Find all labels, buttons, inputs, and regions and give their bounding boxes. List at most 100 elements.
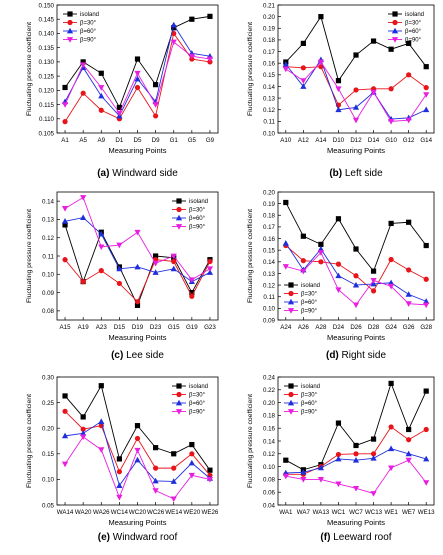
legend-label: β=60° [301, 300, 318, 306]
data-point [134, 299, 141, 305]
data-point [188, 472, 195, 479]
chart-panel-6: 0.04 0.06 0.08 0.10 0.12 0.14 0.16 0.18 0.20 0.22… [247, 374, 435, 543]
legend-label: β=30° [189, 208, 206, 214]
data-point [116, 110, 123, 117]
data-point [352, 457, 360, 463]
data-point [406, 437, 412, 443]
caption-text: Windward side [109, 168, 178, 179]
y-tick-label: 0.145 [39, 17, 55, 24]
x-tick-label: WA1 [279, 509, 293, 516]
data-point [188, 277, 195, 283]
y-tick-label: 0.10 [263, 306, 276, 313]
data-point [80, 434, 87, 441]
data-point [370, 491, 377, 497]
y-tick-label: 0.11 [263, 119, 275, 126]
x-tick-label: A28 [315, 324, 327, 331]
data-point [80, 279, 86, 285]
legend-label: β=60° [189, 401, 206, 407]
caption-letter: (e) [98, 532, 110, 543]
x-tick-label: G1 [170, 137, 179, 144]
data-point [134, 84, 141, 91]
data-point [423, 276, 429, 282]
x-tick-label: WE20 [183, 509, 200, 516]
data-point [318, 259, 324, 265]
data-point [335, 272, 342, 279]
x-tick-label: A14 [315, 137, 327, 144]
data-point [61, 206, 69, 212]
caption-letter: (b) [329, 168, 342, 179]
data-point [282, 264, 289, 270]
data-point [153, 445, 159, 451]
legend-label: β=30° [405, 21, 422, 27]
y-tick-label: 0.105 [39, 130, 55, 137]
data-point [388, 86, 394, 92]
x-tick-label: G12 [403, 137, 415, 144]
data-point [134, 229, 141, 236]
data-point [388, 445, 395, 452]
y-tick-label: 0.06 [263, 490, 276, 497]
data-point [171, 465, 177, 471]
data-point [335, 78, 342, 84]
y-tick-label: 0.150 [39, 2, 55, 9]
data-point [189, 293, 195, 299]
data-point [171, 25, 177, 31]
x-tick-label: G26 [403, 324, 415, 331]
y-tick-label: 0.115 [39, 102, 55, 109]
x-tick-label: D14 [368, 137, 380, 144]
data-point [423, 298, 430, 304]
legend-marker [287, 409, 295, 415]
data-point [171, 258, 177, 265]
x-tick-label: WE1 [384, 509, 398, 516]
legend-label: β=90° [189, 225, 206, 231]
data-point [335, 455, 342, 462]
data-point [352, 117, 360, 124]
x-axis-label: Measuring Points [109, 518, 167, 527]
y-tick-label: 0.13 [263, 271, 276, 278]
data-point [116, 104, 122, 110]
x-tick-label: A12 [298, 137, 310, 144]
chart-panel-1: 0.105 0.110 0.115 0.120 0.125 0.130 0.135 0.140… [26, 2, 219, 179]
data-point [423, 92, 430, 98]
y-tick-label: 0.10 [263, 130, 276, 137]
data-point [300, 40, 306, 46]
data-point [388, 46, 394, 52]
legend: isoland β=30° β=60° β=90° [388, 11, 424, 44]
legend-marker [391, 37, 399, 43]
data-point [406, 267, 412, 273]
x-tick-label: A5 [79, 137, 87, 144]
legend-marker [175, 399, 183, 406]
legend-label: β=60° [405, 29, 422, 35]
x-tick-label: WA26 [93, 509, 110, 516]
y-tick-label: 0.140 [39, 31, 55, 38]
data-point [134, 302, 141, 308]
legend-marker [391, 27, 399, 34]
x-tick-label: D28 [368, 324, 380, 331]
data-point [207, 467, 213, 473]
x-tick-label: A23 [96, 324, 108, 331]
y-tick-label: 0.11 [263, 294, 275, 301]
data-point [406, 40, 412, 46]
data-point [300, 78, 307, 84]
data-point [423, 106, 430, 113]
data-point [370, 268, 377, 274]
data-point [335, 86, 342, 92]
data-point [335, 106, 342, 113]
series-line [64, 420, 211, 487]
data-point [170, 265, 177, 272]
data-point [300, 469, 307, 475]
y-tick-label: 0.130 [39, 59, 55, 66]
data-point [353, 246, 359, 252]
data-point [370, 38, 377, 44]
x-axis-label: Measuring Points [109, 333, 167, 342]
data-point [370, 436, 377, 442]
x-tick-label: WC1 [332, 509, 346, 516]
legend-label: β=30° [80, 21, 97, 27]
x-tick-label: G9 [206, 137, 215, 144]
data-point [353, 273, 359, 279]
data-point [116, 469, 122, 475]
data-point [370, 451, 377, 457]
data-point [98, 92, 105, 99]
y-tick-label: 0.12 [263, 451, 276, 458]
y-tick-label: 0.09 [42, 290, 55, 297]
legend-marker [287, 308, 295, 314]
